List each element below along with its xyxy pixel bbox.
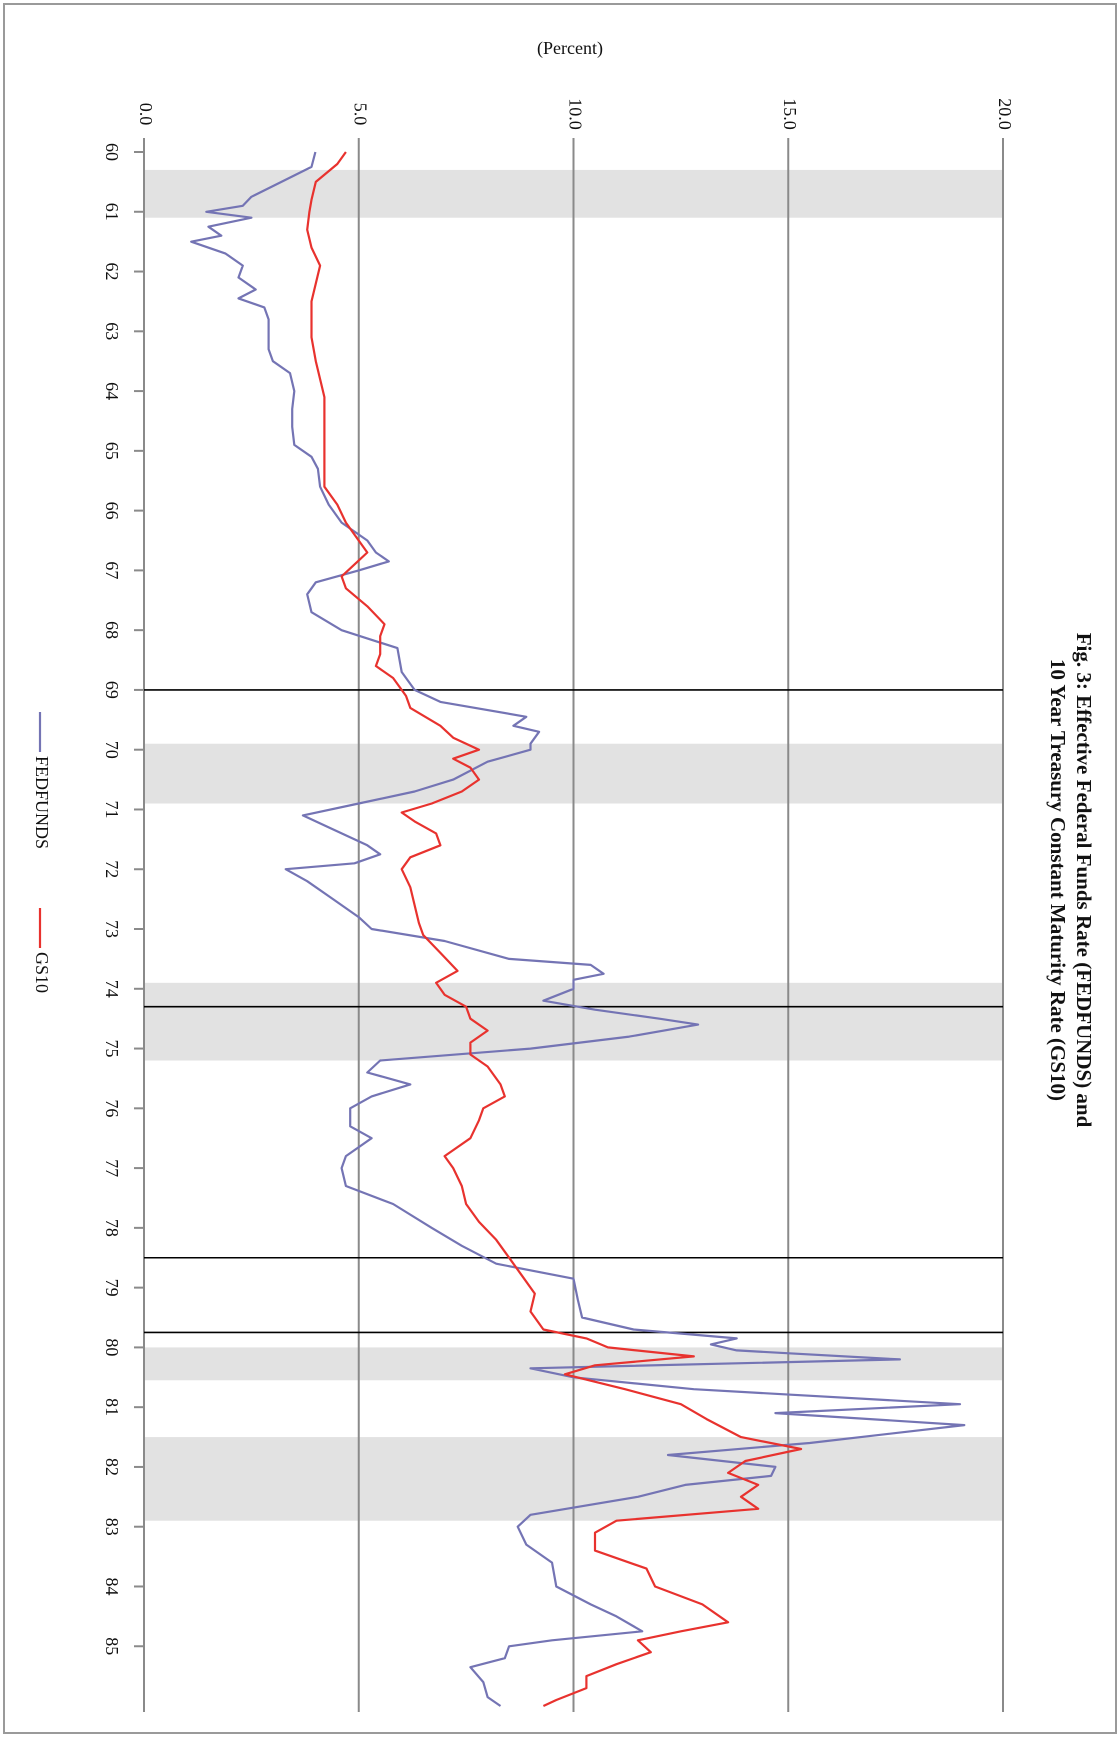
chart-title: Fig. 3: Effective Federal Funds Rate (FE… bbox=[1072, 633, 1096, 1128]
x-tick-label: 73 bbox=[102, 920, 122, 938]
x-tick-label: 66 bbox=[102, 502, 122, 520]
chart-title: 10 Year Treasury Constant Maturity Rate … bbox=[1046, 659, 1070, 1101]
x-tick-label: 70 bbox=[102, 741, 122, 759]
x-tick-label: 62 bbox=[102, 263, 122, 281]
x-tick-label: 83 bbox=[102, 1518, 122, 1536]
x-tick-label: 77 bbox=[102, 1159, 122, 1177]
x-tick-label: 65 bbox=[102, 442, 122, 460]
x-tick-label: 67 bbox=[102, 561, 122, 579]
x-tick-label: 85 bbox=[102, 1637, 122, 1655]
x-tick-label: 81 bbox=[102, 1398, 122, 1416]
y-tick-label: 5.0 bbox=[351, 103, 371, 126]
x-tick-label: 60 bbox=[102, 143, 122, 161]
y-axis-label: (Percent) bbox=[537, 38, 603, 59]
x-tick-label: 82 bbox=[102, 1458, 122, 1476]
y-tick-label: 20.0 bbox=[995, 98, 1015, 130]
x-tick-label: 61 bbox=[102, 203, 122, 221]
y-tick-label: 0.0 bbox=[136, 103, 156, 126]
x-tick-label: 71 bbox=[102, 800, 122, 818]
x-tick-label: 76 bbox=[102, 1099, 122, 1117]
y-tick-label: 10.0 bbox=[565, 98, 585, 130]
legend-label: GS10 bbox=[32, 952, 52, 993]
x-tick-label: 84 bbox=[102, 1577, 122, 1595]
x-tick-label: 69 bbox=[102, 681, 122, 699]
x-tick-label: 78 bbox=[102, 1219, 122, 1237]
legend-label: FEDFUNDS bbox=[32, 756, 52, 849]
x-tick-label: 64 bbox=[102, 382, 122, 400]
x-tick-label: 72 bbox=[102, 860, 122, 878]
x-tick-label: 75 bbox=[102, 1040, 122, 1058]
x-tick-label: 80 bbox=[102, 1338, 122, 1356]
series-line bbox=[190, 151, 966, 1707]
x-tick-label: 68 bbox=[102, 621, 122, 639]
y-tick-label: 15.0 bbox=[780, 98, 800, 130]
x-tick-label: 79 bbox=[102, 1279, 122, 1297]
x-tick-label: 74 bbox=[102, 980, 122, 998]
series-line bbox=[306, 151, 803, 1707]
x-tick-label: 63 bbox=[102, 322, 122, 340]
plot-rotated: Fig. 3: Effective Federal Funds Rate (FE… bbox=[32, 98, 1096, 1712]
